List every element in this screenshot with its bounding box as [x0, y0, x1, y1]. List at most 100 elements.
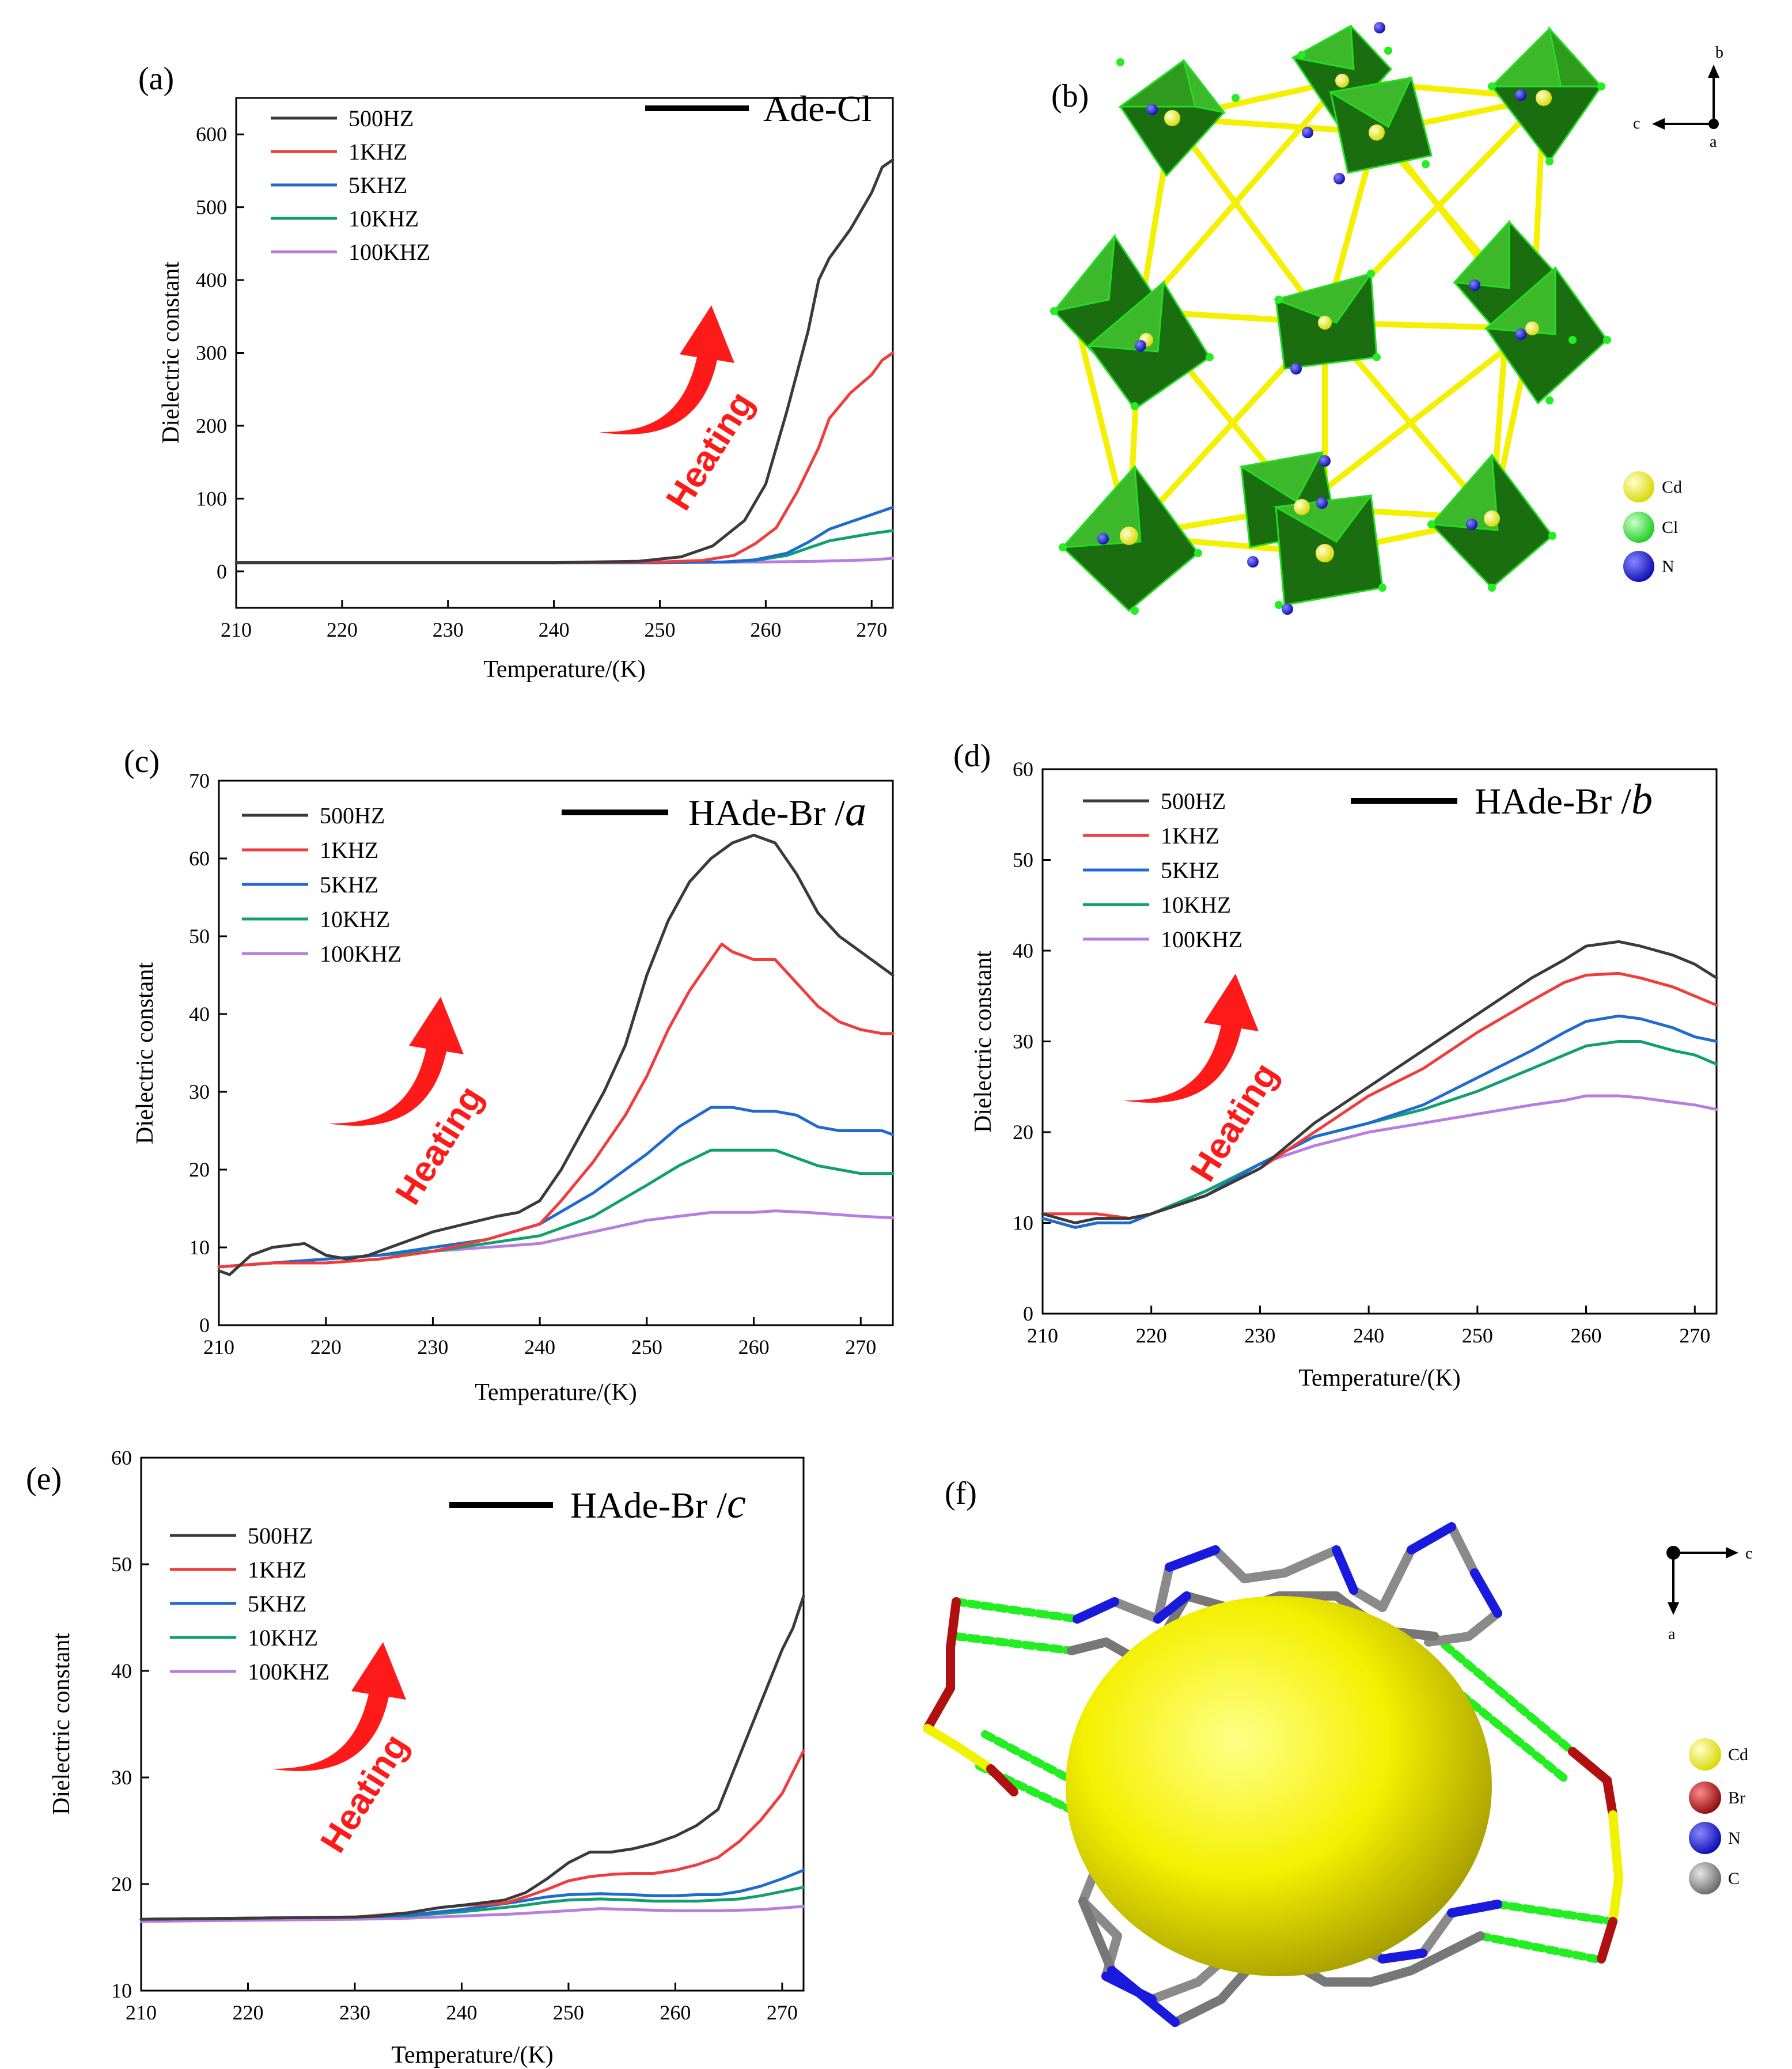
- legend-label: 500HZ: [1161, 788, 1226, 814]
- legend-label: 10KHZ: [1161, 892, 1231, 918]
- panel-a: (a) 210 220 230 240 250 260 270 0 100 200 300 400 50…: [138, 61, 895, 683]
- panel-f: (f): [923, 1476, 1752, 2027]
- panel-d-legend: 500HZ 1KHZ 5KHZ 10KHZ 100KHZ: [1083, 788, 1242, 952]
- panel-c-sample-italic: a: [845, 788, 866, 835]
- bromide-chains: [923, 1597, 1624, 1964]
- legend-label: 5KHZ: [1161, 857, 1219, 883]
- x-tick-label: 260: [738, 1336, 770, 1359]
- y-tick-label: 60: [111, 1446, 132, 1469]
- y-tick-label: 50: [111, 1553, 132, 1576]
- panel-a-xlabel: Temperature/(K): [483, 656, 646, 683]
- panel-e-ticks: 210 220 230 240 250 260 270 10 20 30 40 50 60: [111, 1446, 798, 2024]
- legend-label: 100KHZ: [1161, 926, 1242, 952]
- panel-b-axis-left-label: c: [1633, 115, 1640, 133]
- series-line-10khz: [1041, 1040, 1718, 1229]
- panel-f-legend-c: C: [1728, 1869, 1740, 1888]
- br-atom-icon: [1689, 1781, 1721, 1814]
- y-tick-label: 40: [189, 1003, 210, 1026]
- x-tick-label: 210: [203, 1336, 234, 1359]
- panel-a-heating-annotation: Heating: [599, 305, 761, 517]
- series-line-5khz: [217, 1106, 895, 1269]
- c-atom-icon: [1689, 1862, 1721, 1894]
- x-tick-label: 260: [660, 2001, 691, 2024]
- x-tick-label: 260: [1571, 1324, 1602, 1347]
- y-tick-label: 20: [189, 1158, 210, 1181]
- legend-label: 10KHZ: [320, 906, 390, 932]
- panel-b-axes-indicator: b c a: [1633, 44, 1723, 151]
- legend-label: 500HZ: [248, 1523, 313, 1549]
- x-tick-label: 240: [524, 1336, 555, 1359]
- panel-a-ticks: 210 220 230 240 250 260 270 0 100 200 300 400 500 600: [196, 123, 887, 641]
- heating-arrow-icon: [271, 1642, 406, 1771]
- panel-c-ticks: 210 220 230 240 250 260 270 0 10 20 30 40 50 60 70: [189, 769, 876, 1359]
- series-line-500hz: [1041, 940, 1718, 1224]
- legend-label: 100KHZ: [348, 239, 430, 265]
- axis-arrowhead-icon: [1652, 118, 1665, 130]
- panel-d-ylabel: Dielectric constant: [970, 951, 997, 1133]
- legend-label: 5KHZ: [248, 1591, 306, 1617]
- y-tick-label: 10: [111, 1979, 132, 2002]
- panel-d-sample-label: HAde-Br /b: [1475, 776, 1653, 823]
- x-tick-label: 250: [631, 1336, 662, 1359]
- panel-d-sample-key: HAde-Br /b: [1351, 776, 1653, 823]
- panel-c-frame: [218, 780, 894, 1326]
- panel-d-label: (d): [953, 738, 991, 774]
- panel-a-sample-label: Ade-Cl: [763, 88, 872, 129]
- panel-b-label: (b): [1051, 78, 1089, 114]
- series-line-500hz: [234, 158, 895, 565]
- x-tick-label: 220: [327, 618, 358, 641]
- panel-e-legend: 500HZ 1KHZ 5KHZ 10KHZ 100KHZ: [170, 1523, 329, 1685]
- cl-atom-icon: [1623, 512, 1654, 543]
- legend-label: 5KHZ: [320, 872, 378, 898]
- legend-label: 500HZ: [348, 105, 414, 131]
- legend-label: 1KHZ: [348, 139, 407, 165]
- series-line-5khz: [1041, 1014, 1718, 1229]
- panel-c-series: [217, 834, 895, 1276]
- x-tick-label: 240: [539, 618, 570, 641]
- y-tick-label: 0: [1023, 1302, 1033, 1325]
- panel-a-sample-text: Ade-Cl: [763, 88, 872, 129]
- panel-b-legend-cd: Cd: [1662, 478, 1682, 497]
- y-tick-label: 60: [1013, 758, 1033, 781]
- x-tick-label: 230: [433, 618, 464, 641]
- y-tick-label: 100: [196, 487, 227, 510]
- x-tick-label: 210: [1027, 1324, 1058, 1347]
- panel-f-axis-down-label: a: [1668, 1625, 1676, 1643]
- panel-d: (d) 210 220 230 240 250 260 270 0 10 20 30 40 50 60 T…: [953, 738, 1718, 1391]
- panel-f-axis-right-label: c: [1745, 1545, 1752, 1563]
- y-tick-label: 40: [1013, 939, 1033, 962]
- x-tick-label: 210: [126, 2001, 157, 2024]
- panel-c-sample-text: HAde-Br /: [688, 792, 845, 833]
- cd-cavity-sphere: [1066, 1596, 1492, 1976]
- panel-f-axes-indicator: c a: [1666, 1545, 1752, 1643]
- panel-e-sample-text: HAde-Br /: [570, 1485, 727, 1526]
- x-tick-label: 220: [1136, 1324, 1167, 1347]
- panel-b: (b): [1050, 22, 1723, 615]
- panel-b-axis-center-label: a: [1710, 133, 1717, 151]
- panel-a-ylabel: Dielectric constant: [158, 262, 184, 444]
- panel-a-sample-key: Ade-Cl: [645, 88, 872, 129]
- panel-c-label: (c): [124, 744, 160, 780]
- panel-a-axes: 210 220 230 240 250 260 270 0 100 200 300 400 500 600…: [158, 97, 894, 683]
- panel-c-sample-label: HAde-Br /a: [688, 788, 866, 835]
- panel-c-legend: 500HZ 1KHZ 5KHZ 10KHZ 100KHZ: [242, 803, 401, 967]
- y-tick-label: 600: [196, 123, 227, 146]
- y-tick-label: 50: [189, 925, 210, 948]
- y-tick-label: 300: [196, 342, 227, 365]
- x-tick-label: 220: [310, 1336, 342, 1359]
- panel-a-frame: [235, 97, 894, 609]
- legend-label: 1KHZ: [1161, 823, 1219, 849]
- x-tick-label: 270: [767, 2001, 798, 2024]
- series-line-1khz: [217, 943, 895, 1269]
- x-tick-label: 270: [1679, 1324, 1710, 1347]
- panel-b-legend-n: N: [1662, 557, 1674, 576]
- panel-d-sample-italic: b: [1631, 776, 1653, 823]
- cd-atom-icon: [1689, 1738, 1721, 1771]
- panel-c-ylabel: Dielectric constant: [132, 962, 158, 1144]
- legend-label: 500HZ: [320, 803, 385, 829]
- atoms-b: [1050, 22, 1611, 615]
- y-tick-label: 30: [189, 1080, 210, 1103]
- panel-e-sample-label: HAde-Br /c: [570, 1480, 746, 1527]
- panel-c: (c) 210 220 230 240 250 260 270 0 10 20 30 40 50 60 70…: [124, 744, 895, 1406]
